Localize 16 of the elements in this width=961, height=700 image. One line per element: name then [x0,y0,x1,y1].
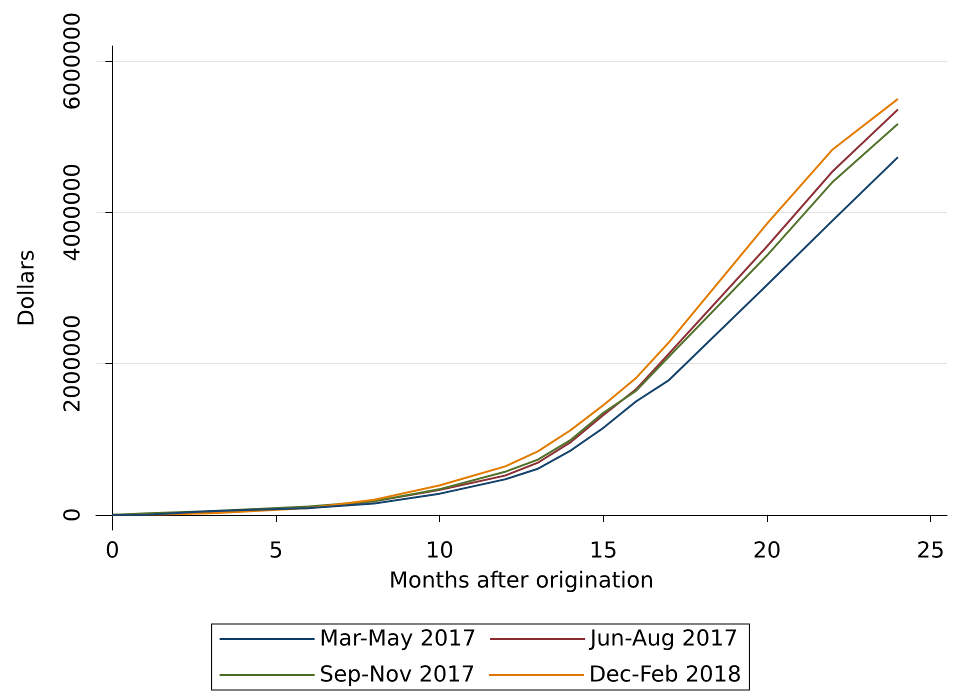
x-tick-label: 10 [426,538,454,564]
x-tick-label: 25 [916,538,945,564]
y-axis-title: Dollars [14,250,40,326]
x-tick-label: 0 [105,538,120,564]
x-tick-label: 20 [752,538,781,564]
x-axis-title: Months after origination [389,568,654,594]
y-tick-label: 2000000 [60,314,86,413]
legend-label: Dec-Feb 2018 [588,662,742,688]
legend-label: Mar-May 2017 [320,626,476,652]
y-tick-label: 0 [60,508,86,522]
legend-label: Sep-Nov 2017 [320,662,475,688]
legend-label: Jun-Aug 2017 [588,626,738,652]
y-tick-label: 6000000 [60,12,86,110]
x-tick-label: 15 [589,538,618,564]
y-tick-label: 4000000 [60,163,86,262]
x-tick-label: 5 [269,538,284,564]
